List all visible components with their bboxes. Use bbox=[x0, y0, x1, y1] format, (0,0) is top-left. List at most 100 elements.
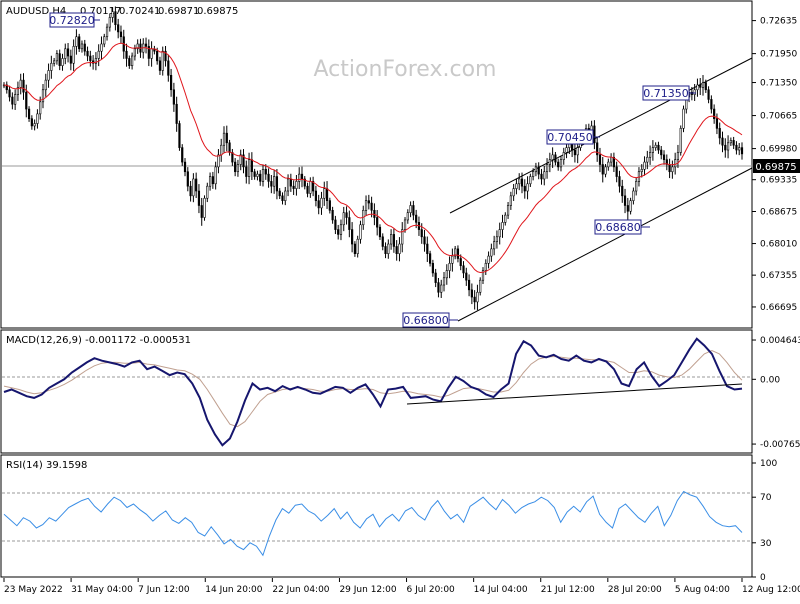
time-tick-label: 23 May 2022 bbox=[4, 585, 63, 595]
candle-body bbox=[693, 89, 696, 95]
candle-body bbox=[465, 272, 468, 281]
candle-body bbox=[50, 62, 53, 71]
moving-average-line bbox=[3, 42, 743, 274]
candle-body bbox=[437, 282, 440, 293]
candle-body bbox=[398, 243, 401, 254]
candle-body bbox=[211, 176, 214, 185]
candle-body bbox=[392, 234, 395, 247]
svg-text:0.71350: 0.71350 bbox=[643, 87, 689, 100]
candle-body bbox=[86, 50, 89, 57]
candle-body bbox=[406, 212, 409, 221]
callout-low: 0.66800 bbox=[402, 312, 458, 328]
candle-body bbox=[596, 142, 599, 156]
candle-body bbox=[314, 190, 318, 201]
macd-signal-line bbox=[3, 349, 743, 428]
candle-body bbox=[286, 178, 290, 192]
candle-body bbox=[284, 190, 287, 201]
candle-body bbox=[75, 36, 78, 47]
candle-body bbox=[654, 144, 657, 148]
candle-body bbox=[208, 176, 212, 187]
macd-tick-label: 0.004643 bbox=[760, 336, 800, 346]
candle-body bbox=[479, 279, 482, 293]
candle-body bbox=[303, 178, 306, 187]
candle-body bbox=[610, 156, 613, 163]
candle-body bbox=[55, 53, 59, 62]
candle-body bbox=[490, 248, 493, 257]
candle-body bbox=[598, 154, 602, 165]
candle-body bbox=[144, 43, 148, 47]
candle-body bbox=[161, 50, 164, 71]
candle-body bbox=[537, 166, 540, 175]
price-axis: 0.72635 0.71950 0.71350 0.70665 0.69980 0.693… bbox=[752, 17, 797, 313]
price-callouts: 0.72820 0.70450 0.71350 0.68680 0.66800 bbox=[49, 12, 696, 328]
candle-body bbox=[484, 263, 487, 271]
time-tick-label: 6 Jul 20:00 bbox=[407, 585, 456, 595]
candle-body bbox=[473, 296, 476, 303]
macd-trendline bbox=[406, 383, 743, 405]
candle-body bbox=[740, 147, 744, 155]
candle-body bbox=[239, 154, 242, 165]
candle-body bbox=[679, 128, 682, 153]
candle-body bbox=[459, 258, 462, 267]
candle-body bbox=[674, 159, 677, 168]
candle-body bbox=[261, 169, 265, 182]
candle-body bbox=[646, 156, 649, 163]
channel-lower-line bbox=[457, 167, 753, 322]
candle-body bbox=[242, 154, 245, 168]
candle-body bbox=[704, 82, 707, 91]
candle-body bbox=[136, 43, 139, 50]
candle-body bbox=[726, 142, 730, 151]
candle-body bbox=[245, 166, 248, 177]
candle-body bbox=[100, 43, 103, 52]
candle-body bbox=[214, 166, 217, 185]
candle-body bbox=[701, 82, 705, 88]
candle-body bbox=[520, 178, 524, 187]
candle-body bbox=[200, 205, 203, 218]
candle-body bbox=[523, 185, 526, 192]
candle-body bbox=[27, 108, 31, 120]
candle-body bbox=[58, 53, 61, 66]
candle-body bbox=[428, 253, 432, 264]
candle-body bbox=[557, 161, 560, 168]
candle-body bbox=[331, 209, 334, 221]
candle-body bbox=[83, 43, 86, 52]
candle-body bbox=[64, 48, 67, 59]
candle-body bbox=[147, 46, 150, 59]
macd-axis: 0.004643 0.00 -0.007653 bbox=[752, 336, 800, 450]
candle-body bbox=[217, 154, 220, 168]
candle-body bbox=[493, 241, 496, 250]
candle-body bbox=[281, 195, 284, 201]
candle-body bbox=[342, 212, 345, 226]
candle-body bbox=[97, 50, 100, 59]
candle-body bbox=[234, 161, 237, 173]
candle-body bbox=[253, 171, 256, 177]
callout-pivot1: 0.70450 bbox=[546, 129, 600, 145]
candle-body bbox=[309, 181, 312, 194]
candle-body bbox=[395, 246, 398, 254]
candle-body bbox=[119, 31, 123, 38]
candle-body bbox=[175, 103, 178, 124]
candle-body bbox=[370, 202, 373, 211]
candle-body bbox=[607, 161, 610, 168]
candle-body bbox=[629, 200, 632, 212]
candle-body bbox=[445, 270, 448, 279]
candle-body bbox=[47, 70, 50, 81]
candle-body bbox=[426, 243, 429, 254]
candle-body bbox=[462, 265, 465, 274]
candle-body bbox=[467, 279, 471, 291]
candle-body bbox=[442, 277, 446, 286]
candle-body bbox=[635, 181, 638, 192]
candle-body bbox=[509, 195, 512, 206]
candle-body bbox=[696, 84, 699, 91]
candle-body bbox=[89, 55, 92, 62]
candle-body bbox=[156, 50, 159, 62]
candle-body bbox=[337, 229, 340, 235]
candle-body bbox=[576, 147, 579, 156]
candle-body bbox=[69, 55, 72, 64]
candle-body bbox=[565, 147, 568, 153]
time-axis: 23 May 2022 31 May 04:00 7 Jun 12:00 14 Jun… bbox=[3, 578, 800, 595]
candle-body bbox=[206, 185, 209, 199]
candle-body bbox=[401, 229, 404, 245]
watermark: ActionForex.com bbox=[314, 57, 497, 82]
